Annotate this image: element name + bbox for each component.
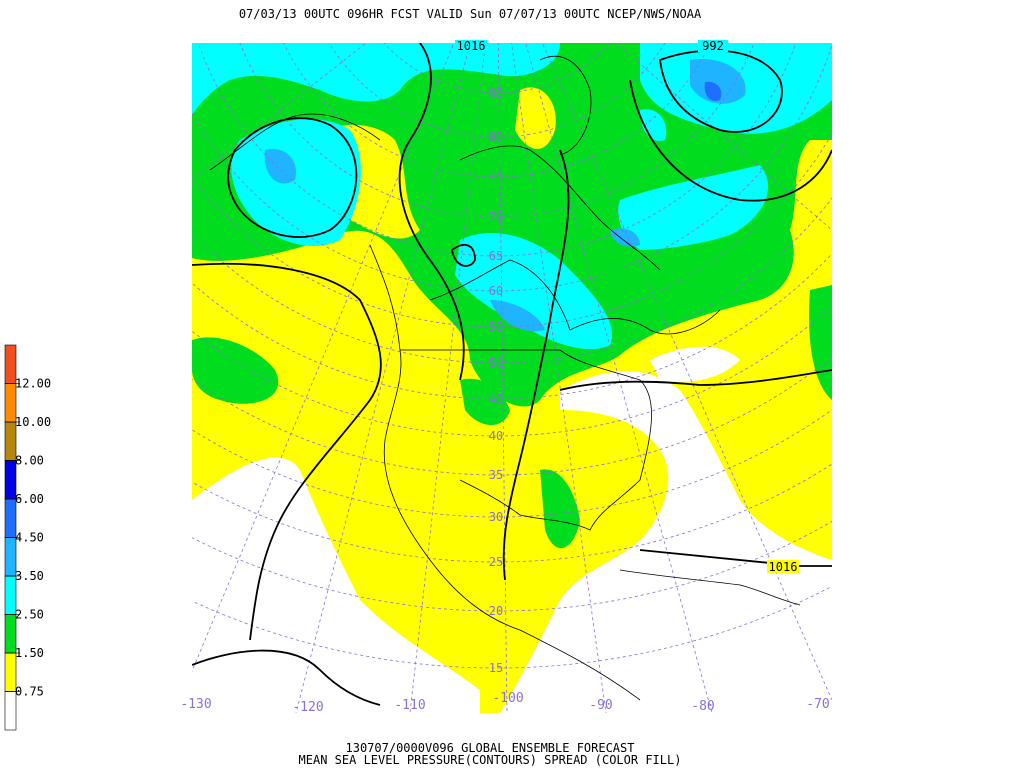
- latitude-label: 75: [489, 169, 503, 183]
- contour-label: 992: [702, 39, 724, 53]
- legend-label: 3.50: [15, 569, 44, 583]
- longitude-label: -90: [589, 698, 612, 713]
- latitude-label: 20: [489, 604, 503, 618]
- latitude-label: 35: [489, 468, 503, 482]
- latitude-label: 85: [489, 86, 503, 100]
- contour-labels: 1016 992 1016: [455, 39, 799, 574]
- longitude-label: -70: [806, 697, 829, 712]
- latitude-label: 65: [489, 249, 503, 263]
- longitude-label: -130: [180, 697, 211, 712]
- latitude-label: 40: [489, 429, 503, 443]
- contour-label: 1016: [769, 560, 798, 574]
- latitude-label: 25: [489, 555, 503, 569]
- legend-label: 6.00: [15, 492, 44, 506]
- legend-label: 2.50: [15, 608, 44, 622]
- latitude-label: 30: [489, 510, 503, 524]
- footer-line: MEAN SEA LEVEL PRESSURE(CONTOURS) SPREAD…: [299, 753, 682, 767]
- graticule: [192, 43, 832, 713]
- latitude-label: 80: [489, 130, 503, 144]
- legend-label: 10.00: [15, 415, 51, 429]
- latitude-label: 45: [489, 392, 503, 406]
- legend-label: 1.50: [15, 646, 44, 660]
- header-title: 07/03/13 00UTC 096HR FCST VALID Sun 07/0…: [239, 7, 702, 21]
- legend-label: 12.00: [15, 377, 51, 391]
- longitude-labels: -130 -120 -110 -100 -90 -80 -70: [180, 691, 829, 715]
- latitude-labels: 85 80 75 70 65 60 55 50 45 40 35 30 25 2…: [489, 86, 503, 675]
- pressure-contours: [192, 43, 832, 706]
- longitude-label: -80: [691, 699, 714, 714]
- legend-label: 4.50: [15, 531, 44, 545]
- latitude-label: 55: [489, 320, 503, 334]
- contour-label: 1016: [457, 39, 486, 53]
- footer-line: 130707/0000V096 GLOBAL ENSEMBLE FORECAST: [346, 741, 635, 755]
- map-area: [192, 43, 832, 713]
- color-legend: 0.75 1.50 2.50 3.50 4.50 6.00 8.00 10.00 12.00: [4, 344, 51, 731]
- latitude-label: 50: [489, 356, 503, 370]
- latitude-label: 70: [489, 210, 503, 224]
- longitude-label: -120: [292, 700, 323, 715]
- legend-label: 0.75: [15, 685, 44, 699]
- longitude-label: -100: [492, 691, 523, 706]
- latitude-label: 60: [489, 284, 503, 298]
- legend-label: 8.00: [15, 454, 44, 468]
- longitude-label: -110: [394, 698, 425, 713]
- latitude-label: 15: [489, 661, 503, 675]
